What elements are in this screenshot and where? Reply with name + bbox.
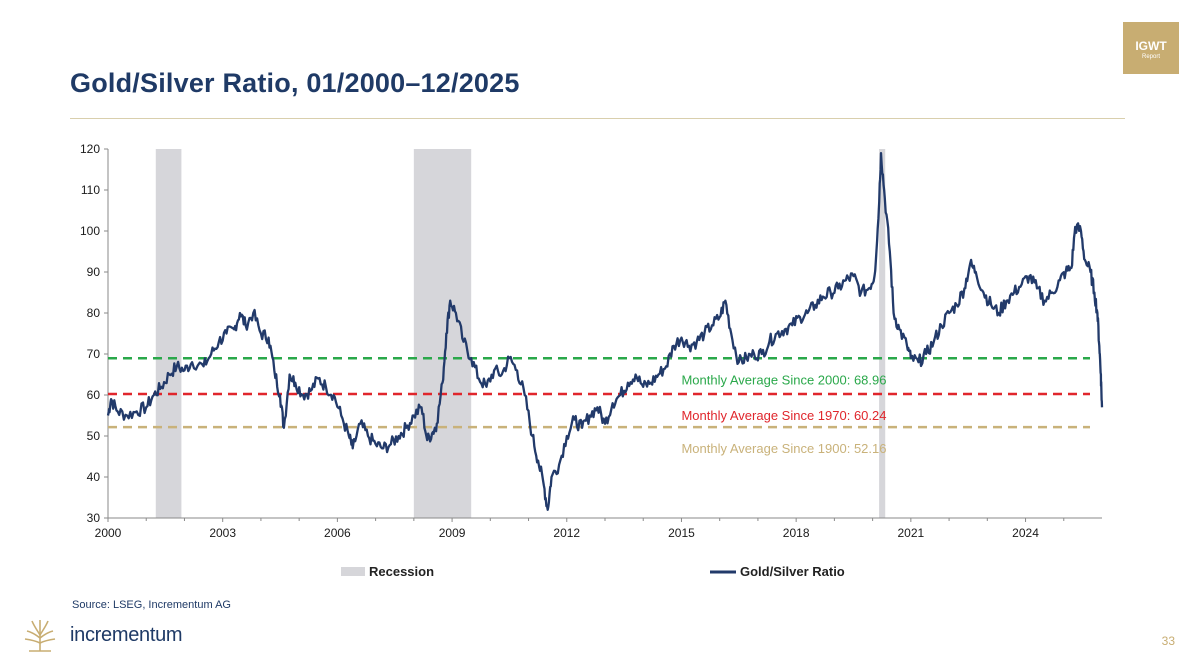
legend-label-recession: Recession: [369, 564, 434, 579]
chart-axes: 30 40 50 60 70 80 90 100 110 120 2000 2003 2006 2009 2…: [80, 142, 1102, 540]
y-tick-label-120: 120: [80, 142, 100, 156]
y-tick-label-80: 80: [87, 306, 101, 320]
source-note: Source: LSEG, Incrementum AG: [72, 599, 231, 611]
y-tick-label-40: 40: [87, 470, 101, 484]
page-number: 33: [1161, 634, 1175, 648]
reference-line-label-0: Monthly Average Since 2000: 68.96: [681, 372, 886, 387]
brand-name: incrementum: [70, 623, 183, 646]
series-layer: [106, 151, 1104, 511]
x-tick-label-2006: 2006: [324, 526, 351, 540]
reference-lines: Monthly Average Since 2000: 68.96 Monthly…: [108, 357, 1090, 456]
y-tick-label-30: 30: [87, 511, 101, 525]
x-tick-label-2024: 2024: [1012, 526, 1039, 540]
y-tick-label-70: 70: [87, 347, 101, 361]
tree-logo-icon: [24, 620, 56, 652]
x-tick-label-2009: 2009: [439, 526, 466, 540]
x-tick-label-2012: 2012: [553, 526, 580, 540]
page-title: Gold/Silver Ratio, 01/2000–12/2025: [70, 68, 520, 98]
igwt-badge: IGWT Report: [1123, 22, 1179, 74]
chart-legend: Recession Gold/Silver Ratio: [341, 564, 845, 579]
x-tick-label-2015: 2015: [668, 526, 695, 540]
y-tick-label-90: 90: [87, 265, 101, 279]
recession-band-0: [155, 149, 182, 518]
x-tick-label-2021: 2021: [897, 526, 924, 540]
x-tick-label-2018: 2018: [783, 526, 810, 540]
reference-line-label-2: Monthly Average Since 1900: 52.16: [681, 441, 886, 456]
brand-logo: incrementum: [22, 618, 183, 652]
legend-label-ratio: Gold/Silver Ratio: [740, 564, 845, 579]
badge-line-1: IGWT: [1135, 39, 1167, 53]
reference-line-label-1: Monthly Average Since 1970: 60.24: [681, 408, 886, 423]
legend-swatch-recession: [341, 567, 365, 576]
x-tick-label-2003: 2003: [209, 526, 236, 540]
y-tick-label-100: 100: [80, 224, 100, 238]
recession-band-2: [879, 149, 886, 518]
series-line-0: [106, 151, 1104, 511]
badge-line-2: Report: [1141, 54, 1160, 60]
y-tick-label-60: 60: [87, 388, 101, 402]
y-tick-label-110: 110: [81, 183, 100, 197]
title-divider: [70, 118, 1125, 119]
x-tick-label-2000: 2000: [95, 526, 122, 540]
y-tick-label-50: 50: [87, 429, 101, 443]
